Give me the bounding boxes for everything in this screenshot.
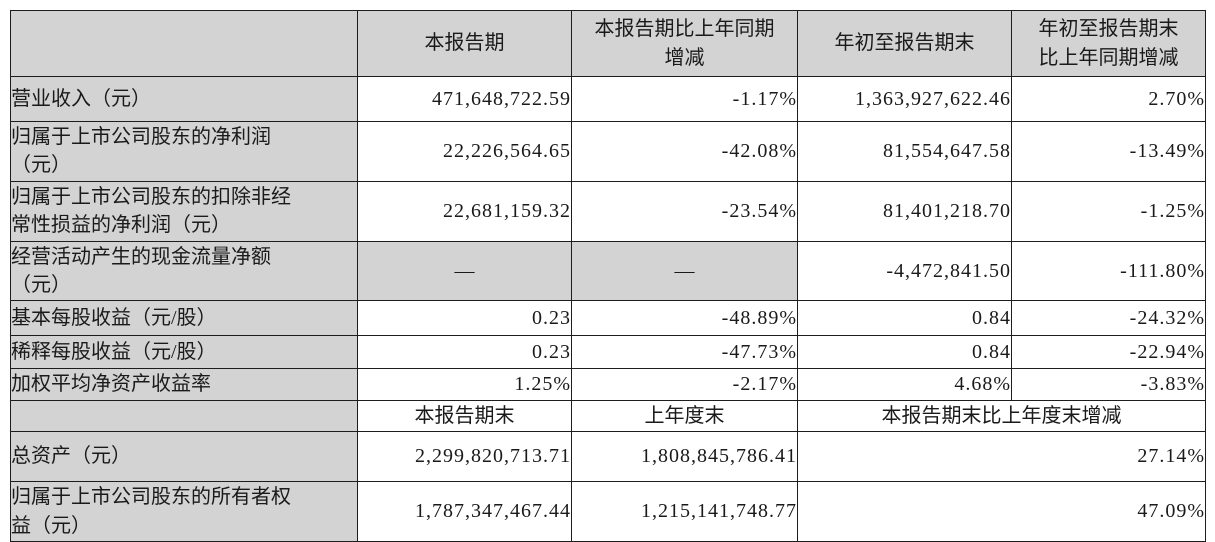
cell-ytd: 4.68%: [797, 368, 1012, 401]
cell-ytd: 81,401,218.70: [797, 180, 1012, 242]
cell-yoy: -2.17%: [571, 368, 798, 401]
header-line: 本报告期比上年同期: [594, 18, 775, 41]
column-header-period-end-vs-prev: 本报告期末比上年度末增减: [797, 399, 1206, 433]
table-row-weighted-avg-roe: 加权平均净资产收益率 1.25% -2.17% 4.68% -3.83%: [10, 368, 1206, 401]
row-label: 营业收入（元）: [10, 76, 358, 122]
table-header-row-1: 本报告期 本报告期比上年同期 增减 年初至报告期末 年初至报告期末 比上年同期增…: [10, 10, 1206, 77]
corner-header-cell-2: [10, 399, 358, 433]
header-line: 年初至报告期末: [1038, 18, 1179, 41]
cell-period-end: 1,787,347,467.44: [357, 481, 572, 542]
row-label: 归属于上市公司股东的所有者权益（元）: [10, 481, 358, 542]
cell-ytd: 81,554,647.58: [797, 121, 1012, 182]
column-header-ytd: 年初至报告期末: [797, 10, 1012, 77]
cell-yoy: -47.73%: [571, 335, 798, 370]
table-row-diluted-eps: 稀释每股收益（元/股） 0.23 -47.73% 0.84 -22.94%: [10, 335, 1206, 370]
cell-ytd: 1,363,927,622.46: [797, 76, 1012, 122]
cell-current: 471,648,722.59: [357, 76, 572, 122]
cell-ytd-yoy: -1.25%: [1011, 180, 1206, 242]
cell-ytd-yoy: -111.80%: [1011, 240, 1206, 302]
header-line: 比上年同期增减: [1038, 46, 1179, 69]
cell-ytd: 0.84: [797, 300, 1012, 337]
table-row-basic-eps: 基本每股收益（元/股） 0.23 -48.89% 0.84 -24.32%: [10, 300, 1206, 337]
cell-ytd: 0.84: [797, 335, 1012, 370]
cell-current-dash: —: [357, 240, 572, 302]
cell-yoy: -23.54%: [571, 180, 798, 242]
cell-current: 22,681,159.32: [357, 180, 572, 242]
cell-period-end: 2,299,820,713.71: [357, 431, 572, 483]
cell-change: 47.09%: [797, 481, 1206, 542]
row-label: 基本每股收益（元/股）: [10, 300, 358, 337]
cell-current: 22,226,564.65: [357, 121, 572, 182]
cell-yoy: -42.08%: [571, 121, 798, 182]
corner-header-cell: [10, 10, 358, 77]
table-row-revenue: 营业收入（元） 471,648,722.59 -1.17% 1,363,927,…: [10, 76, 1206, 122]
cell-current: 1.25%: [357, 368, 572, 401]
column-header-prev-year-end: 上年度末: [571, 399, 798, 433]
cell-yoy: -48.89%: [571, 300, 798, 337]
cell-ytd: -4,472,841.50: [797, 240, 1012, 302]
row-label: 稀释每股收益（元/股）: [10, 335, 358, 370]
row-label: 总资产（元）: [10, 431, 358, 483]
row-label: 归属于上市公司股东的净利润（元）: [10, 121, 358, 182]
financial-summary-table: 本报告期 本报告期比上年同期 增减 年初至报告期末 年初至报告期末 比上年同期增…: [10, 10, 1206, 542]
column-header-current-period-yoy: 本报告期比上年同期 增减: [571, 10, 798, 77]
cell-current: 0.23: [357, 335, 572, 370]
table-row-owners-equity: 归属于上市公司股东的所有者权益（元） 1,787,347,467.44 1,21…: [10, 481, 1206, 542]
table-header-row-2: 本报告期末 上年度末 本报告期末比上年度末增减: [10, 399, 1206, 433]
header-line: 增减: [664, 46, 705, 69]
cell-ytd-yoy: -22.94%: [1011, 335, 1206, 370]
cell-change: 27.14%: [797, 431, 1206, 483]
column-header-current-period: 本报告期: [357, 10, 572, 77]
cell-current: 0.23: [357, 300, 572, 337]
row-label: 经营活动产生的现金流量净额（元）: [10, 240, 358, 302]
cell-ytd-yoy: -3.83%: [1011, 368, 1206, 401]
cell-prev-year-end: 1,808,845,786.41: [571, 431, 798, 483]
cell-ytd-yoy: -13.49%: [1011, 121, 1206, 182]
cell-ytd-yoy: 2.70%: [1011, 76, 1206, 122]
table-row-total-assets: 总资产（元） 2,299,820,713.71 1,808,845,786.41…: [10, 431, 1206, 483]
column-header-ytd-yoy: 年初至报告期末 比上年同期增减: [1011, 10, 1206, 77]
cell-ytd-yoy: -24.32%: [1011, 300, 1206, 337]
cell-yoy: -1.17%: [571, 76, 798, 122]
table-row-net-profit: 归属于上市公司股东的净利润（元） 22,226,564.65 -42.08% 8…: [10, 121, 1206, 182]
table-row-operating-cash-flow: 经营活动产生的现金流量净额（元） — — -4,472,841.50 -111.…: [10, 240, 1206, 302]
cell-prev-year-end: 1,215,141,748.77: [571, 481, 798, 542]
row-label: 归属于上市公司股东的扣除非经常性损益的净利润（元）: [10, 180, 358, 242]
financial-summary: 本报告期 本报告期比上年同期 增减 年初至报告期末 年初至报告期末 比上年同期增…: [10, 10, 1206, 542]
table-row-net-profit-deducted: 归属于上市公司股东的扣除非经常性损益的净利润（元） 22,681,159.32 …: [10, 180, 1206, 242]
cell-yoy-dash: —: [571, 240, 798, 302]
column-header-period-end: 本报告期末: [357, 399, 572, 433]
row-label: 加权平均净资产收益率: [10, 368, 358, 401]
